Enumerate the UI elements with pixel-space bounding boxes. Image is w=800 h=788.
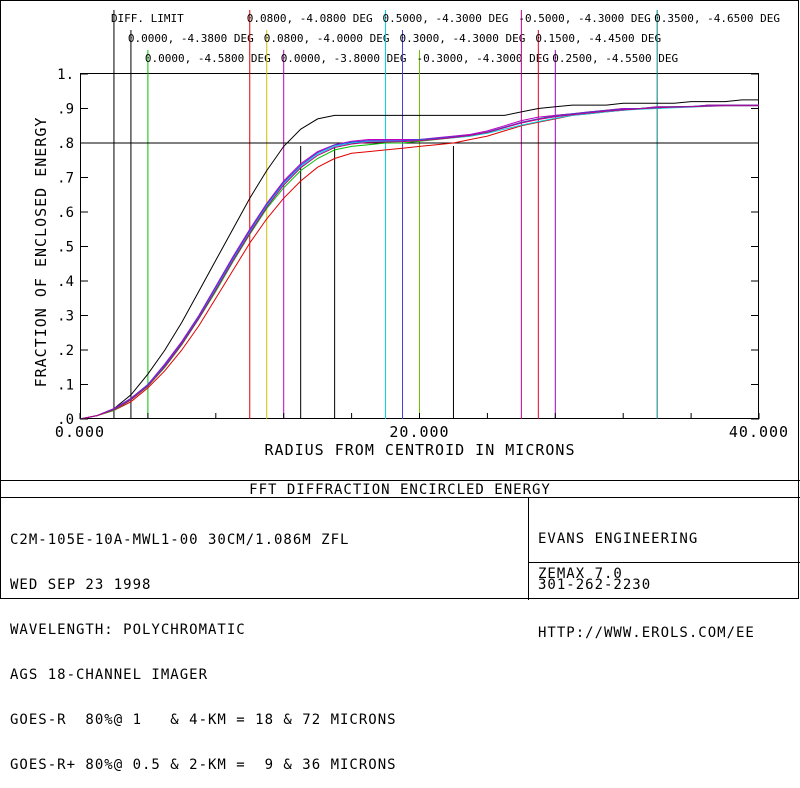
info-line-5: GOES-R 80%@ 1 & 4-KM = 18 & 72 MICRONS [10, 712, 397, 728]
y-tick-label: .6 [57, 205, 74, 221]
y-tick-label: .0 [57, 412, 74, 428]
y-tick-label: .1 [57, 378, 74, 394]
encircled-energy-chart: DIFF. LIMIT 0.0000, -4.3800 DEG 0.0000, -4… [0, 0, 800, 600]
legend-layer: DIFF. LIMIT 0.0000, -4.3800 DEG 0.0000, -4… [111, 10, 780, 419]
y-tick-label: .7 [57, 171, 74, 187]
legend-label: 0.3500, -4.6500 DEG [654, 12, 780, 25]
y-tick-label: .9 [57, 102, 74, 118]
legend-label: DIFF. LIMIT [111, 12, 184, 25]
y-tick-label: .2 [57, 343, 74, 359]
company-url: HTTP://WWW.EROLS.COM/EE [538, 625, 755, 641]
legend-label: 0.0000, -4.3800 DEG [128, 32, 254, 45]
info-block: C2M-105E-10A-MWL1-00 30CM/1.086M ZFL WED… [10, 503, 397, 788]
tick-layer: .0 .1 .2 .3 .4 .5 .6 .7 .8 .9 1. 0.000 20.000 40.000 [55, 67, 789, 441]
y-tick-label: .3 [57, 309, 74, 325]
marker-layer [80, 142, 759, 419]
legend-label: -0.3000, -4.3000 DEG [417, 52, 549, 65]
series-layer [79, 99, 759, 420]
y-tick-label: .5 [57, 240, 74, 256]
legend-label: 0.2500, -4.5500 DEG [552, 52, 678, 65]
y-axis-label: FRACTION OF ENCLOSED ENERGY [32, 117, 50, 388]
legend-label: 0.0000, -4.5800 DEG [145, 52, 271, 65]
legend-label: -0.5000, -4.3000 DEG [518, 12, 650, 25]
x-tick-label: 20.000 [389, 423, 449, 441]
company-phone: 301-262-2230 [538, 577, 652, 593]
legend-label: 0.0000, -3.8000 DEG [281, 52, 407, 65]
legend-label: 0.0800, -4.0800 DEG [247, 12, 373, 25]
company-name: EVANS ENGINEERING [538, 531, 699, 547]
info-line-3: WAVELENGTH: POLYCHROMATIC [10, 622, 246, 638]
legend-label: 0.5000, -4.3000 DEG [383, 12, 509, 25]
info-line-1: C2M-105E-10A-MWL1-00 30CM/1.086M ZFL [10, 532, 350, 548]
info-line-2: WED SEP 23 1998 [10, 577, 152, 593]
x-tick-label: 0.000 [55, 423, 105, 441]
legend-label: 0.0800, -4.0000 DEG [264, 32, 390, 45]
page-border [0, 0, 799, 599]
series-line [79, 105, 759, 420]
y-tick-label: .4 [57, 274, 74, 290]
y-tick-label: 1. [57, 67, 74, 83]
x-tick-label: 40.000 [729, 423, 789, 441]
chart-title: FFT DIFFRACTION ENCIRCLED ENERGY [249, 482, 551, 498]
legend-label: 0.3000, -4.3000 DEG [400, 32, 526, 45]
info-line-6: GOES-R+ 80%@ 0.5 & 2-KM = 9 & 36 MICRONS [10, 757, 397, 773]
x-axis-label: RADIUS FROM CENTROID IN MICRONS [265, 441, 576, 459]
info-line-4: AGS 18-CHANNEL IMAGER [10, 667, 209, 683]
y-tick-label: .8 [57, 136, 74, 152]
software-version: ZEMAX 7.0 [538, 566, 623, 582]
legend-label: 0.1500, -4.4500 DEG [535, 32, 661, 45]
series-line [79, 99, 759, 420]
